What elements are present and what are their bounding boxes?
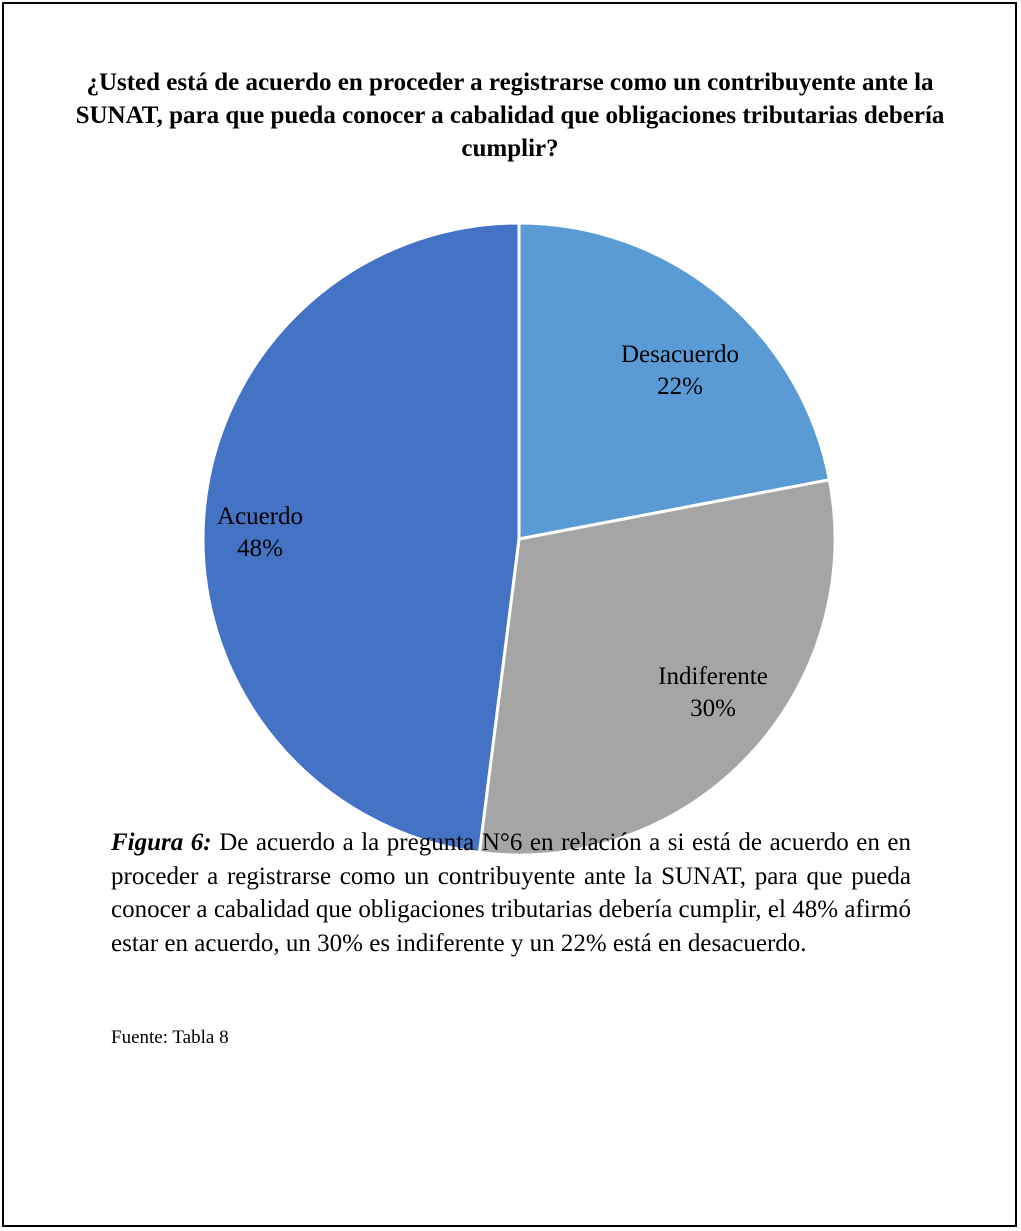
pie-slice-indiferente	[477, 478, 837, 857]
slice-value-acuerdo: 48%	[237, 535, 283, 562]
figure-caption-label: Figura 6:	[111, 829, 212, 856]
slice-category-desacuerdo: Desacuerdo	[621, 341, 739, 368]
slice-label-indiferente: Indiferente 30%	[658, 663, 768, 722]
figure-caption: Figura 6: De acuerdo a la pregunta N°6 e…	[111, 826, 911, 960]
slice-label-desacuerdo: Desacuerdo 22%	[621, 341, 739, 400]
pie-slice-desacuerdo	[517, 221, 832, 541]
slice-label-acuerdo: Acuerdo 48%	[217, 503, 303, 562]
slice-category-acuerdo: Acuerdo	[217, 503, 303, 530]
slice-value-desacuerdo: 22%	[657, 373, 703, 400]
chart-title: ¿Usted está de acuerdo en proceder a reg…	[75, 69, 945, 162]
slice-value-indiferente: 30%	[690, 695, 736, 722]
pie-labels: Desacuerdo 22% Indiferente 30% Acuerdo 48%	[217, 341, 768, 722]
pie-slice-acuerdo	[201, 221, 521, 855]
figure-source: Fuente: Tabla 8	[111, 1027, 229, 1048]
figure-caption-text: De acuerdo a la pregunta N°6 en relación…	[111, 829, 911, 957]
slice-category-indiferente: Indiferente	[658, 663, 768, 690]
pie-slices	[201, 221, 837, 857]
